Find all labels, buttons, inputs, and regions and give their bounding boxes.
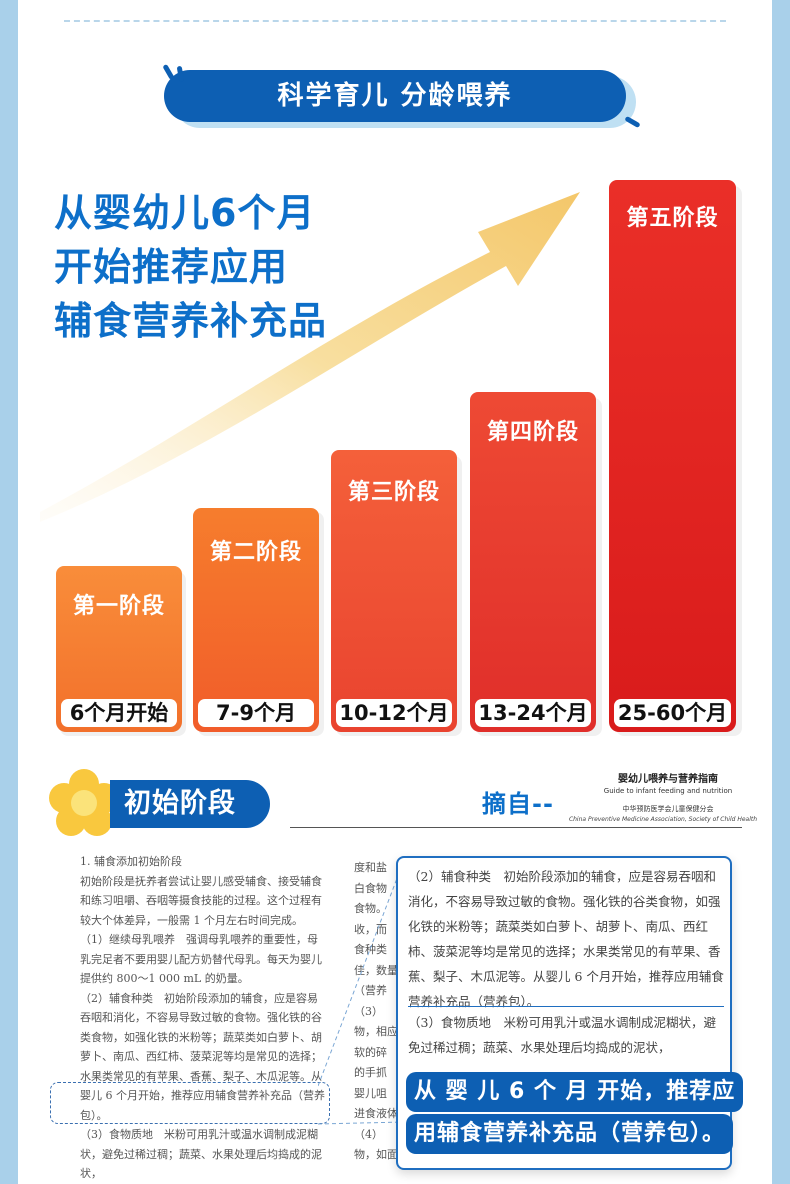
stage-range: 7-9个月 — [198, 699, 314, 727]
doc-line: （4） — [354, 1127, 383, 1141]
doc-line: 物，相应 — [354, 1025, 398, 1038]
growth-arrow-icon — [40, 192, 580, 522]
callout-line-2: 用辅食营养补充品（营养包）。 — [406, 1114, 734, 1154]
doc-paragraph: （1）继续母乳喂养 强调母乳喂养的重要性，母乳完足者不要用婴儿配方奶替代母乳。每… — [80, 933, 322, 985]
stage-title: 第五阶段 — [626, 206, 719, 231]
zoom-separator — [408, 1006, 724, 1007]
stage-bar-1: 第一阶段 6个月开始 — [56, 566, 182, 732]
stage-title: 第二阶段 — [209, 540, 302, 565]
stage-bar-3: 第三阶段 10-12个月 — [331, 450, 457, 732]
banner-accent-icon — [162, 63, 175, 81]
stage-range: 13-24个月 — [475, 699, 591, 727]
zoom-paragraph-1: （2）辅食种类 初始阶段添加的辅食，应是容易吞咽和消化，不容易导致过敏的食物。强… — [408, 869, 724, 1009]
doc-heading: 1. 辅食添加初始阶段 — [80, 855, 182, 868]
flower-icon — [49, 769, 119, 836]
banner-title: 科学育儿 分龄喂养 — [164, 70, 626, 122]
section-tag: 初始阶段 — [110, 780, 270, 828]
stage-range: 25-60个月 — [614, 699, 731, 727]
highlight-dashed-box — [50, 1082, 330, 1124]
book-organization: 中华预防医学会儿童保健分会 — [622, 805, 714, 813]
header-banner: 科学育儿 分龄喂养 — [162, 63, 644, 134]
doc-line: 软的碎 — [354, 1045, 387, 1059]
document-middle-column: 度和盐 白食物 食物。 收，而 食种类 佳，数量 （营养 （3） 物，相应 软的… — [354, 858, 414, 1166]
doc-paragraph: （3）食物质地 米粉可用乳汁或温水调制成泥糊状，避免过稀过稠；蔬菜、水果处理后均… — [80, 1128, 322, 1180]
doc-line: 白食物 — [354, 881, 387, 895]
doc-line: 婴儿咀 — [354, 1086, 387, 1100]
doc-line: 食物。 — [354, 902, 387, 915]
stage-bar-2: 第二阶段 7-9个月 — [193, 508, 319, 732]
book-organization-en: China Preventive Medicine Association, S… — [568, 816, 758, 823]
headline-line-2: 开始推荐应用 — [54, 245, 289, 289]
doc-line: 食种类 — [354, 943, 387, 956]
doc-line: （3） — [354, 1004, 383, 1018]
doc-line: 佳，数量 — [354, 963, 398, 977]
doc-line: 度和盐 — [354, 861, 387, 874]
top-dashed-line — [64, 20, 726, 22]
stage-range: 6个月开始 — [61, 699, 177, 727]
headline: 从婴幼儿6个月 开始推荐应用 辅食营养补充品 — [54, 186, 327, 348]
document-left-column: 1. 辅食添加初始阶段 初始阶段是抚养者尝试让婴儿感受辅食、接受辅食和练习咀嚼、… — [80, 852, 328, 1184]
doc-line: 的手抓 — [354, 1066, 387, 1079]
doc-paragraph: （2）辅食种类 初始阶段添加的辅食，应是容易吞咽和消化，不容易导致过敏的食物。强… — [80, 991, 325, 1122]
stage-range: 10-12个月 — [336, 699, 452, 727]
headline-line-1: 从婴幼儿6个月 — [54, 191, 316, 235]
book-subtitle: Guide to infant feeding and nutrition — [603, 787, 733, 795]
doc-paragraph: 初始阶段是抚养者尝试让婴儿感受辅食、接受辅食和练习咀嚼、吞咽等摄食技能的过程。这… — [80, 874, 322, 927]
headline-line-3: 辅食营养补充品 — [54, 299, 328, 343]
stage-bar-4: 第四阶段 13-24个月 — [470, 392, 596, 732]
zoom-paragraph-2: （3）食物质地 米粉可用乳汁或温水调制成泥糊状，避免过稀过稠；蔬菜、水果处理后均… — [408, 1015, 716, 1055]
page-background: 科学育儿 分龄喂养 从婴幼儿6个月 开始推荐应用 辅食营养补充品 第一阶段 6个… — [18, 0, 772, 1184]
doc-line: （营养 — [354, 984, 387, 997]
doc-line: 物，如面 — [354, 1148, 398, 1161]
stage-title: 第四阶段 — [486, 420, 579, 445]
excerpt-label: 摘自-- — [482, 790, 554, 818]
connector-lines — [318, 859, 405, 1125]
stage-bar-5: 第五阶段 25-60个月 — [609, 180, 736, 732]
callout-line-1: 从 婴 儿 6 个 月 开始，推荐应 — [406, 1072, 744, 1112]
book-title: 婴幼儿喂养与营养指南 — [618, 774, 718, 785]
stage-title: 第一阶段 — [72, 594, 165, 619]
stage-title: 第三阶段 — [347, 480, 440, 505]
doc-line: 进食液体 — [354, 1107, 398, 1120]
banner-accent-icon — [624, 115, 641, 129]
divider — [290, 827, 742, 828]
